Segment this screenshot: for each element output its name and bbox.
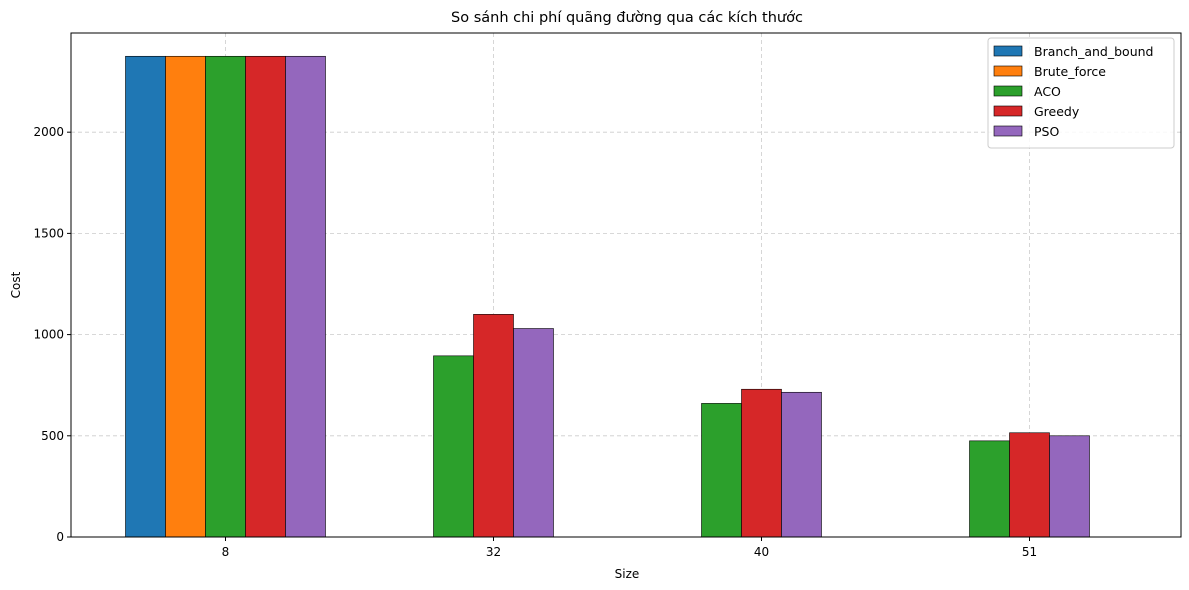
legend-label: ACO [1034,84,1061,99]
plot-frame [70,32,1182,538]
bars [125,55,1090,538]
x-axis-label: Size [615,567,640,581]
legend-label: Brute_force [1034,64,1106,79]
bar-aco [969,440,1010,538]
legend-swatch [993,125,1023,137]
legend-swatch [993,45,1023,57]
legend-label: PSO [1034,124,1059,139]
y-tick-label: 0 [56,530,64,544]
y-tick-label: 2000 [33,125,64,139]
bar-pso [781,391,822,538]
bar-brute-force [165,55,206,538]
y-axis-label: Cost [9,271,23,298]
x-tick-label: 51 [1022,545,1037,559]
x-tick-label: 32 [486,545,501,559]
x-tick-label: 8 [222,545,230,559]
y-tick-label: 1500 [33,226,64,240]
bar-aco [433,355,474,538]
bar-aco [701,403,742,538]
bar-pso [1049,435,1090,538]
legend-swatch [993,85,1023,97]
bar-branch-and-bound [125,55,166,538]
legend-swatch [993,65,1023,77]
bar-pso [513,328,554,538]
bar-greedy [1009,432,1050,538]
y-tick-label: 1000 [33,328,64,342]
legend-label: Branch_and_bound [1034,44,1153,59]
legend: Branch_and_bound Brute_force ACO Greedy PSO [987,37,1175,149]
bar-aco [205,55,246,538]
bar-greedy [245,55,286,538]
chart-title: So sánh chi phí quãng đường qua các kích… [451,10,803,26]
y-tick-label: 500 [41,429,64,443]
legend-label: Greedy [1034,104,1080,119]
x-tick-label: 40 [754,545,769,559]
axis-ticks: 0 500 1000 1500 2000 8 32 40 51 [33,125,1037,559]
bar-greedy [741,388,782,538]
legend-swatch [993,105,1023,117]
bar-pso [285,55,326,538]
bar-greedy [473,314,514,538]
legend-box [987,37,1175,149]
